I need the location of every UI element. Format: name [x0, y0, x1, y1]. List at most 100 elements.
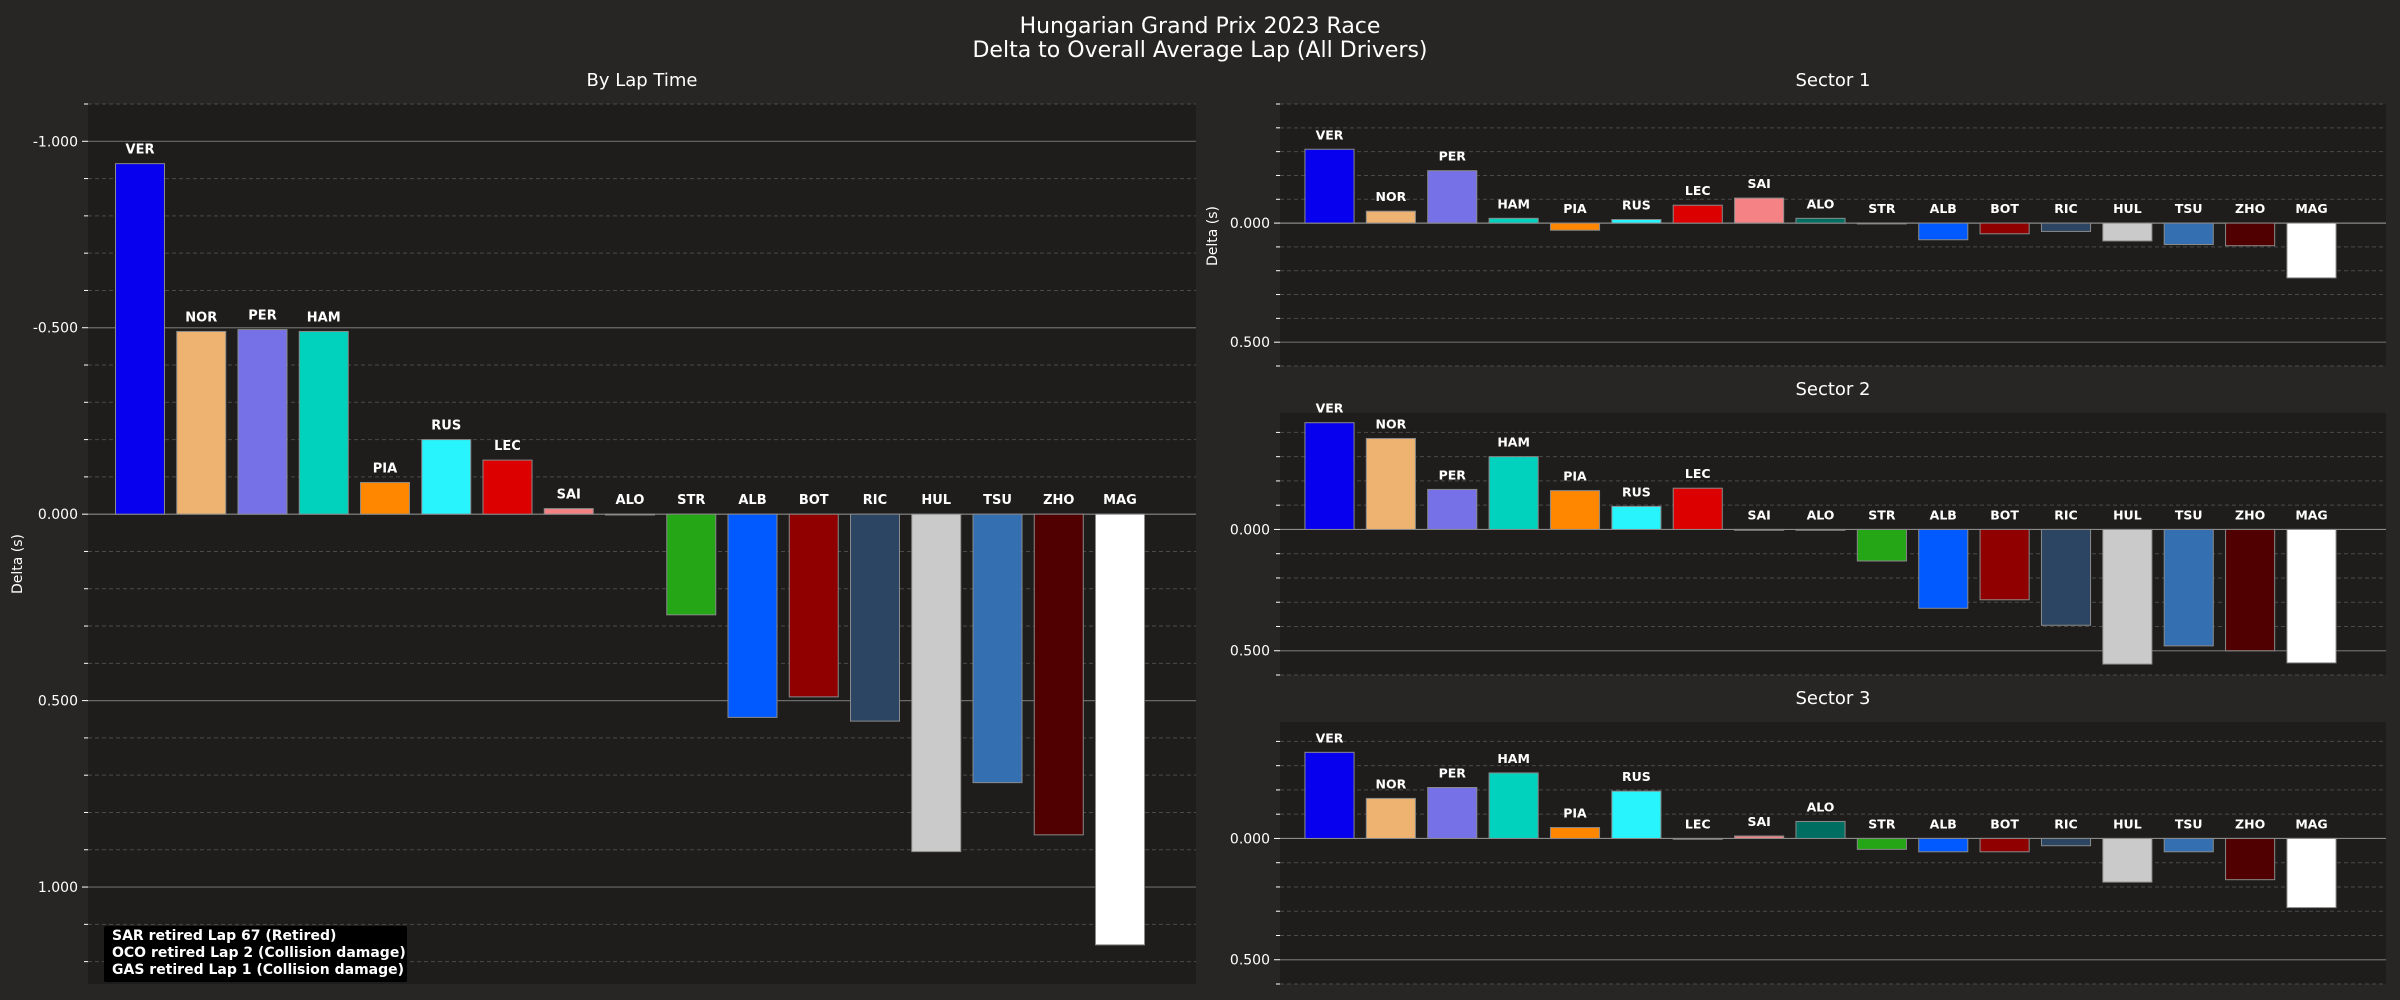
bar-label-sector-1-ham: HAM — [1497, 196, 1530, 211]
bar-sector-3-per — [1427, 787, 1478, 839]
y-tick-label-lap-time: -1.000 — [33, 134, 78, 150]
bar-label-lap-time-str: STR — [677, 493, 705, 508]
bar-sector-3-ham — [1488, 772, 1539, 839]
bar-label-lap-time-zho: ZHO — [1043, 493, 1074, 508]
bar-lap-time-bot — [788, 513, 839, 698]
bar-lap-time-per — [237, 329, 288, 515]
bar-sector-3-ric — [2040, 837, 2092, 847]
bar-label-sector-2-pia: PIA — [1563, 469, 1587, 484]
bar-lap-time-zho — [1033, 513, 1084, 836]
y-tick-label-sector-2: 0.500 — [1230, 644, 1270, 660]
bar-label-sector-2-lec: LEC — [1685, 466, 1711, 481]
bar-label-sector-3-ham: HAM — [1497, 751, 1530, 766]
bar-sector-1-nor — [1365, 210, 1416, 224]
panel-lap-time: -1.000 -0.500 0.000 0.500 1.000 By Lap Time De… — [10, 70, 1196, 984]
bar-sector-1-hul — [2102, 222, 2153, 242]
bar-sector-2-ric — [2040, 528, 2092, 626]
retirement-note-2: OCO retired Lap 2 (Collision damage) — [112, 945, 406, 961]
bar-sector-3-alb — [1918, 837, 1969, 853]
bar-sector-1-rus — [1611, 219, 1662, 224]
bar-lap-time-sai — [543, 508, 594, 515]
bar-label-sector-3-bot: BOT — [1990, 816, 2019, 831]
y-tick-label-sector-3: 0.500 — [1230, 953, 1270, 969]
bar-sector-3-mag — [2286, 837, 2337, 909]
bar-label-sector-1-mag: MAG — [2295, 201, 2327, 216]
bar-label-sector-1-nor: NOR — [1376, 189, 1407, 204]
bar-label-sector-2-per: PER — [1439, 467, 1467, 482]
bar-label-lap-time-per: PER — [248, 309, 276, 324]
bar-lap-time-lec — [482, 459, 533, 515]
bar-sector-1-per — [1427, 170, 1478, 224]
bar-sector-2-pia — [1549, 490, 1601, 530]
y-axis-label-sector-1: Delta (s) — [1205, 206, 1221, 266]
panel-sector-3: 0.000 0.500 Sector 3 VER NOR PER HAM PIA RUS LEC S… — [1230, 688, 2386, 985]
bar-sector-2-bot — [1979, 528, 2030, 601]
bar-sector-3-alo — [1795, 820, 1846, 839]
bar-label-sector-1-per: PER — [1439, 149, 1467, 164]
bar-lap-time-tsu — [972, 513, 1023, 784]
bar-label-lap-time-alo: ALO — [616, 493, 645, 508]
retirement-note-3: GAS retired Lap 1 (Collision damage) — [112, 962, 405, 978]
bar-label-sector-2-nor: NOR — [1376, 416, 1407, 431]
bar-label-sector-1-pia: PIA — [1563, 201, 1587, 216]
bar-lap-time-pia — [360, 481, 410, 515]
y-tick-label-sector-1: 0.500 — [1230, 335, 1270, 351]
bar-label-lap-time-mag: MAG — [1103, 493, 1137, 508]
panel-title-lap-time: By Lap Time — [587, 70, 698, 91]
bar-sector-1-ric — [2040, 222, 2092, 232]
bar-sector-2-zho — [2225, 528, 2276, 652]
bar-sector-3-sai — [1734, 835, 1785, 839]
bar-label-sector-3-rus: RUS — [1622, 769, 1651, 784]
panel-sector-1: 0.000 0.500 Sector 1 Delta (s) VER NOR PER HAM P… — [1205, 70, 2386, 367]
bar-sector-2-lec — [1672, 487, 1723, 530]
bar-lap-time-alb — [727, 513, 778, 718]
y-tick-label-sector-3: 0.000 — [1230, 831, 1270, 847]
bar-sector-2-nor — [1365, 437, 1416, 530]
bar-sector-3-lec — [1672, 837, 1723, 840]
bar-label-sector-2-rus: RUS — [1622, 484, 1651, 499]
bar-lap-time-alo — [605, 513, 655, 516]
bar-lap-time-str — [666, 513, 717, 616]
retirement-notes: SAR retired Lap 67 (Retired) OCO retired… — [104, 926, 407, 982]
y-tick-label-sector-2: 0.000 — [1230, 522, 1270, 538]
bar-sector-2-tsu — [2163, 528, 2214, 647]
panel-sector-2: 0.000 0.500 Sector 2 VER NOR PER HAM PIA RUS LEC S… — [1230, 379, 2386, 676]
bar-lap-time-hul — [911, 513, 962, 853]
bar-label-sector-3-alo: ALO — [1807, 799, 1835, 814]
bar-sector-1-bot — [1979, 222, 2030, 235]
bar-label-sector-2-ver: VER — [1316, 401, 1344, 416]
bar-label-sector-3-ric: RIC — [2054, 816, 2077, 831]
bar-label-lap-time-bot: BOT — [799, 493, 829, 508]
bar-sector-3-nor — [1365, 797, 1416, 839]
bar-label-sector-2-alb: ALB — [1930, 507, 1957, 522]
panel-title-sector-1: Sector 1 — [1795, 70, 1870, 91]
bar-sector-2-ham — [1488, 456, 1539, 530]
bar-label-sector-1-alb: ALB — [1930, 201, 1957, 216]
bar-label-lap-time-nor: NOR — [185, 310, 217, 325]
bar-sector-1-zho — [2225, 222, 2276, 247]
y-tick-label-sector-1: 0.000 — [1230, 216, 1270, 232]
bar-label-lap-time-tsu: TSU — [983, 493, 1012, 508]
bar-sector-2-alo — [1795, 528, 1846, 531]
bar-label-sector-2-hul: HUL — [2113, 507, 2142, 522]
bar-sector-1-alb — [1918, 222, 1969, 241]
bar-sector-2-alb — [1918, 528, 1969, 609]
bar-label-sector-2-mag: MAG — [2295, 507, 2327, 522]
bar-label-sector-1-ric: RIC — [2054, 201, 2077, 216]
bar-label-sector-1-hul: HUL — [2113, 201, 2142, 216]
bar-sector-1-tsu — [2163, 222, 2214, 246]
bar-label-sector-1-alo: ALO — [1807, 196, 1835, 211]
bar-label-sector-3-pia: PIA — [1563, 806, 1587, 821]
bar-label-sector-1-ver: VER — [1316, 127, 1344, 142]
bar-label-sector-2-zho: ZHO — [2235, 507, 2265, 522]
bar-sector-1-mag — [2286, 222, 2337, 279]
bar-label-lap-time-ver: VER — [126, 143, 155, 158]
bar-sector-2-per — [1427, 488, 1478, 530]
axes-background-lap-time — [88, 104, 1196, 984]
bar-label-sector-3-mag: MAG — [2295, 816, 2327, 831]
axes-background-sector-2 — [1280, 413, 2386, 675]
panel-title-sector-2: Sector 2 — [1795, 379, 1870, 400]
bar-label-sector-3-lec: LEC — [1685, 816, 1711, 831]
bar-label-lap-time-alb: ALB — [738, 493, 766, 508]
